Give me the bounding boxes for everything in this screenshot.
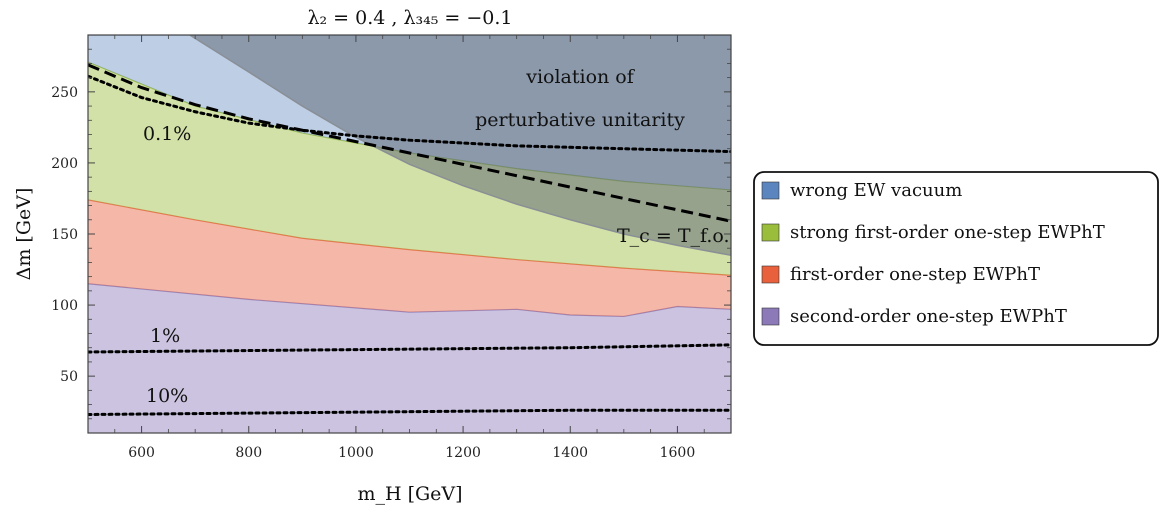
label-tc-tfo: T_c = T_f.o. bbox=[617, 225, 730, 247]
region-boundary-second-order-one-step-ewpht bbox=[88, 283, 731, 318]
legend-label-first-order-one-step-ewpht: first-order one-step EWPhT bbox=[790, 264, 1040, 285]
region-boundary-first-order-one-step-ewpht bbox=[88, 199, 731, 276]
x-tick-label-1200: 1200 bbox=[445, 445, 481, 461]
legend-label-second-order-one-step-ewpht: second-order one-step EWPhT bbox=[790, 306, 1067, 327]
line-0-1 bbox=[88, 74, 731, 154]
chart-title: λ₂ = 0.4 , λ₃₄₅ = −0.1 bbox=[307, 7, 512, 29]
legend: wrong EW vacuum strong first-order one-st… bbox=[753, 171, 1159, 346]
unitarity-layer bbox=[189, 35, 731, 257]
legend-swatch-wrong-ew-vacuum bbox=[761, 181, 780, 200]
x-tick-label-1000: 1000 bbox=[338, 445, 374, 461]
y-tick-label-200: 200 bbox=[51, 156, 78, 172]
line-1 bbox=[88, 343, 731, 354]
lines-layer bbox=[88, 63, 731, 417]
x-tick-label-1400: 1400 bbox=[552, 445, 588, 461]
label-0.1pct: 0.1% bbox=[143, 123, 191, 145]
y-axis-label: Δm [GeV] bbox=[13, 188, 35, 281]
unitarity-label-line2: perturbative unitarity bbox=[475, 109, 685, 131]
y-tick-label-250: 250 bbox=[51, 85, 78, 101]
x-axis-label: m_H [GeV] bbox=[357, 483, 462, 505]
line-t-c-t-f-o bbox=[88, 63, 731, 223]
region-second-order-one-step-ewpht bbox=[88, 283, 731, 433]
y-tick-label-100: 100 bbox=[51, 298, 78, 314]
legend-items: wrong EW vacuum strong first-order one-st… bbox=[761, 180, 1105, 327]
label-10pct: 10% bbox=[146, 385, 188, 407]
label-1pct: 1% bbox=[150, 325, 180, 347]
unitarity-boundary bbox=[189, 35, 731, 257]
region-first-order-one-step-ewpht bbox=[88, 199, 731, 317]
x-tick-label-1600: 1600 bbox=[660, 445, 696, 461]
region-unitarity-violation bbox=[189, 35, 731, 256]
legend-swatch-first-order-one-step-ewpht bbox=[761, 265, 780, 284]
legend-label-strong-first-order-one-step-ewpht: strong first-order one-step EWPhT bbox=[790, 222, 1105, 243]
unitarity-label-line1: violation of bbox=[525, 66, 636, 88]
x-tick-label-600: 600 bbox=[128, 445, 155, 461]
y-tick-label-150: 150 bbox=[51, 227, 78, 243]
region-strong-first-order-one-step-ewpht bbox=[88, 62, 731, 276]
legend-box bbox=[753, 171, 1159, 346]
legend-label-wrong-ew-vacuum: wrong EW vacuum bbox=[790, 180, 962, 201]
ticks-layer: 600 800 1000 1200 1400 1600 50 100 150 200 250 bbox=[51, 35, 732, 461]
legend-swatch-second-order-one-step-ewpht bbox=[761, 307, 780, 326]
plot-area bbox=[88, 35, 731, 433]
x-tick-label-800: 800 bbox=[235, 445, 262, 461]
legend-swatch-strong-first-order-one-step-ewpht bbox=[761, 223, 780, 242]
y-tick-label-50: 50 bbox=[60, 369, 78, 385]
line-10 bbox=[88, 408, 731, 417]
